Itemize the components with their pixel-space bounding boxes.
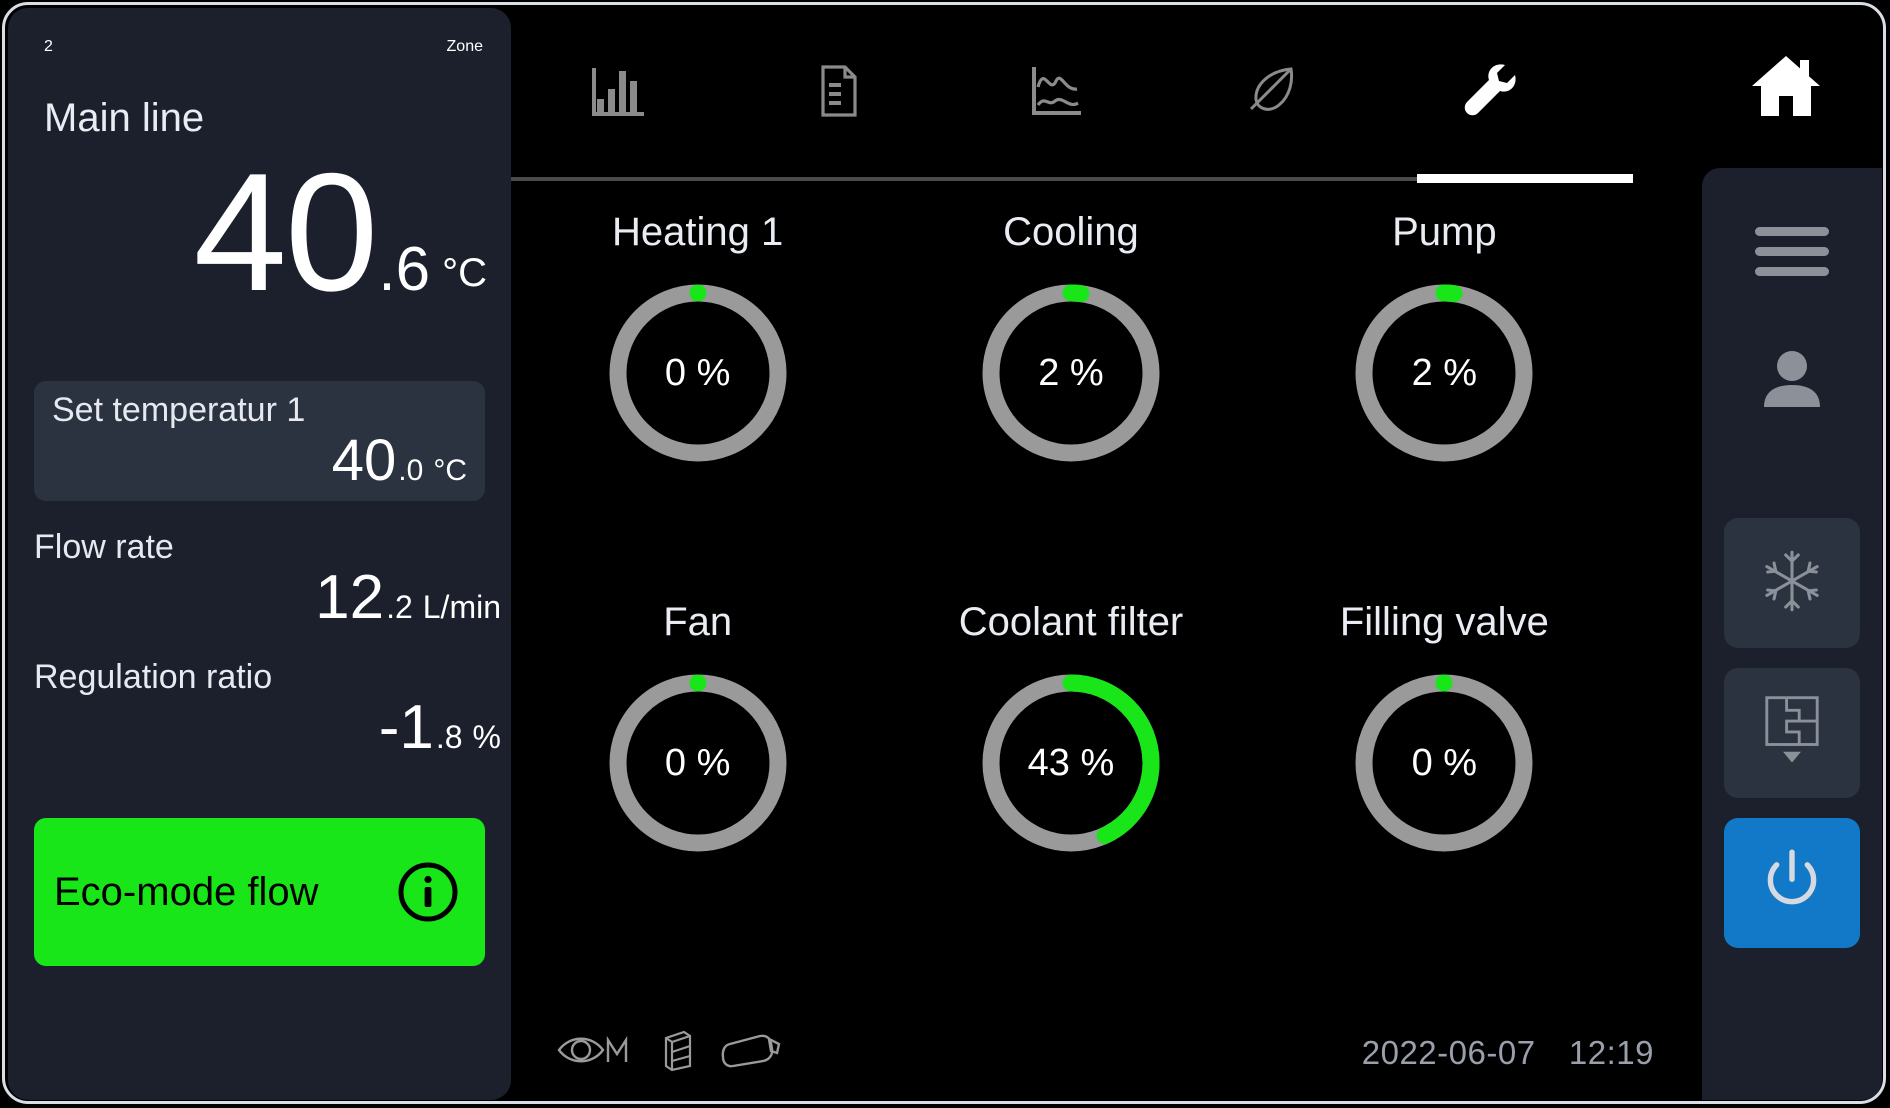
regulation-ratio-value: -1 .8 % bbox=[34, 695, 501, 760]
status-bar: 2022-06-07 12:19 bbox=[511, 1024, 1676, 1084]
tab-underline-track bbox=[511, 177, 1601, 181]
user-icon bbox=[1754, 341, 1830, 422]
snowflake-icon bbox=[1756, 545, 1828, 622]
gauge-title: Cooling bbox=[1003, 210, 1139, 254]
gauge-ring: 0 % bbox=[1348, 667, 1540, 859]
zones-selector-button[interactable] bbox=[1724, 668, 1860, 798]
tab-underline bbox=[511, 174, 1633, 183]
side-rail bbox=[1702, 168, 1882, 1100]
gauge-ring: 2 % bbox=[1348, 277, 1540, 469]
gauge-grid: Heating 1 0 % Cooling 2 % bbox=[511, 198, 1631, 978]
menu-icon bbox=[1755, 216, 1829, 287]
tab-underline-active bbox=[1417, 174, 1633, 183]
set-temperature-decimal: .0 bbox=[398, 454, 424, 487]
current-temperature: 40 .6 °C bbox=[8, 148, 487, 328]
gauge-value: 0 % bbox=[664, 741, 731, 784]
set-temperature-unit: °C bbox=[433, 454, 467, 487]
bar-chart-icon bbox=[589, 59, 651, 121]
set-temperature-label: Set temperatur 1 bbox=[52, 391, 306, 429]
set-temperature-value: 40 .0 °C bbox=[52, 432, 467, 490]
gauge-ring: 43 % bbox=[975, 667, 1167, 859]
regulation-ratio-decimal: .8 bbox=[435, 719, 463, 755]
zones-icon bbox=[1756, 692, 1828, 775]
status-time: 12:19 bbox=[1568, 1034, 1654, 1071]
database-icon bbox=[660, 1028, 694, 1077]
current-temperature-decimal: .6 bbox=[378, 235, 431, 304]
gauge-ring: 0 % bbox=[602, 667, 794, 859]
gauge-cooling[interactable]: Cooling 2 % bbox=[884, 198, 1257, 588]
gauge-pump[interactable]: Pump 2 % bbox=[1258, 198, 1631, 588]
gauge-title: Heating 1 bbox=[612, 210, 784, 254]
leaf-icon bbox=[1243, 59, 1305, 121]
zone-label: Zone bbox=[446, 38, 483, 55]
tab-log[interactable] bbox=[729, 30, 947, 150]
flow-rate-decimal: .2 bbox=[386, 589, 413, 625]
zone-overview-panel[interactable]: 2 Zone Main line 40 .6 °C Set temperatur… bbox=[8, 8, 511, 1100]
regulation-ratio-label: Regulation ratio bbox=[34, 658, 273, 696]
user-button[interactable] bbox=[1724, 326, 1860, 436]
zone-number: 2 bbox=[44, 38, 53, 55]
trend-chart-icon bbox=[1025, 59, 1087, 121]
flow-rate-metric: Flow rate 12 .2 L/min bbox=[34, 528, 501, 630]
gauge-title: Fan bbox=[663, 600, 733, 644]
set-temperature-card[interactable]: Set temperatur 1 40 .0 °C bbox=[34, 381, 485, 501]
tab-statistics[interactable] bbox=[511, 30, 729, 150]
gauge-value: 0 % bbox=[1411, 741, 1478, 784]
gauge-coolant-filter[interactable]: Coolant filter 43 % bbox=[884, 588, 1257, 978]
gauge-heating-1[interactable]: Heating 1 0 % bbox=[511, 198, 884, 588]
home-button[interactable] bbox=[1690, 8, 1882, 168]
gauge-title: Pump bbox=[1392, 210, 1497, 254]
flow-rate-integer: 12 bbox=[315, 563, 385, 632]
zone-header: 2 Zone bbox=[44, 38, 483, 86]
cooling-mode-button[interactable] bbox=[1724, 518, 1860, 648]
wrench-icon bbox=[1461, 59, 1523, 121]
eye-m-icon bbox=[556, 1030, 634, 1075]
document-icon bbox=[807, 59, 869, 121]
gauge-value: 2 % bbox=[1038, 351, 1104, 394]
gauge-value: 0 % bbox=[664, 351, 731, 394]
gauge-filling-valve[interactable]: Filling valve 0 % bbox=[1258, 588, 1631, 978]
flow-rate-value: 12 .2 L/min bbox=[34, 565, 501, 630]
gauge-ring: 0 % bbox=[602, 277, 794, 469]
eco-mode-banner[interactable]: Eco-mode flow bbox=[34, 818, 485, 966]
gauge-ring: 2 % bbox=[975, 277, 1167, 469]
flow-rate-unit: L/min bbox=[422, 589, 501, 625]
status-icons bbox=[556, 1028, 782, 1077]
status-datetime: 2022-06-07 12:19 bbox=[1362, 1034, 1654, 1072]
regulation-ratio-integer: -1 bbox=[378, 693, 434, 762]
tab-service[interactable] bbox=[1383, 30, 1601, 150]
tab-eco[interactable] bbox=[1165, 30, 1383, 150]
gauge-fan[interactable]: Fan 0 % bbox=[511, 588, 884, 978]
menu-button[interactable] bbox=[1724, 196, 1860, 306]
flow-rate-label: Flow rate bbox=[34, 528, 174, 566]
circuit-name: Main line bbox=[44, 96, 205, 140]
set-temperature-integer: 40 bbox=[331, 428, 397, 493]
regulation-ratio-unit: % bbox=[472, 719, 501, 755]
gauge-title: Coolant filter bbox=[958, 600, 1184, 644]
gauge-value: 2 % bbox=[1411, 351, 1478, 394]
home-icon bbox=[1746, 46, 1826, 131]
power-icon bbox=[1756, 845, 1828, 922]
eco-mode-label: Eco-mode flow bbox=[54, 869, 319, 914]
current-temperature-unit: °C bbox=[442, 251, 487, 295]
status-date: 2022-06-07 bbox=[1361, 1034, 1536, 1071]
tab-bar bbox=[511, 20, 1601, 160]
usb-stick-icon bbox=[720, 1030, 782, 1075]
tab-trend[interactable] bbox=[947, 30, 1165, 150]
info-icon[interactable] bbox=[397, 861, 459, 923]
gauge-title: Filling valve bbox=[1339, 600, 1549, 644]
regulation-ratio-metric: Regulation ratio -1 .8 % bbox=[34, 658, 501, 760]
current-temperature-integer: 40 bbox=[193, 138, 379, 326]
power-button[interactable] bbox=[1724, 818, 1860, 948]
gauge-value: 43 % bbox=[1027, 741, 1115, 784]
main-content: Heating 1 0 % Cooling 2 % bbox=[511, 8, 1690, 1100]
